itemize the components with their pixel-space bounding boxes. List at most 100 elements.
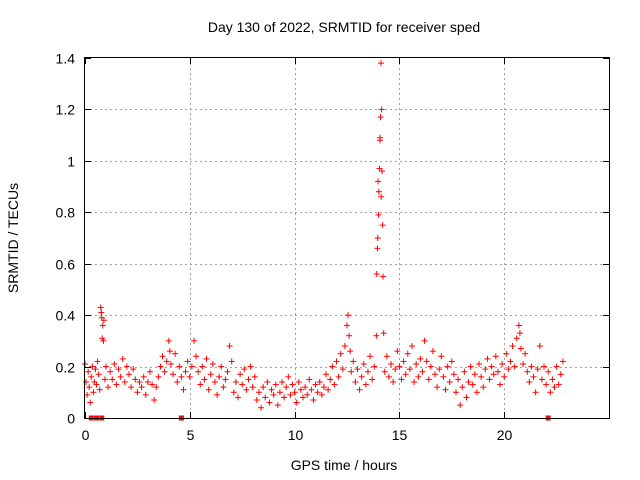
- data-point: [123, 363, 130, 370]
- data-point: [432, 371, 439, 378]
- data-point: [107, 368, 114, 375]
- data-point: [274, 402, 281, 409]
- data-point: [396, 363, 403, 370]
- data-point: [339, 366, 346, 373]
- data-point: [358, 373, 365, 380]
- data-point: [302, 384, 309, 391]
- data-point: [146, 368, 153, 375]
- data-point: [473, 389, 480, 396]
- data-point: [186, 373, 193, 380]
- data-point: [375, 178, 382, 185]
- data-point: [100, 317, 107, 324]
- data-point: [543, 381, 550, 388]
- data-point: [344, 322, 350, 329]
- data-point: [350, 358, 357, 365]
- data-point: [149, 381, 156, 388]
- data-point: [379, 222, 386, 229]
- data-point: [245, 376, 252, 383]
- data-point: [367, 353, 374, 360]
- data-point: [255, 389, 262, 396]
- data-point: [406, 366, 413, 373]
- data-point: [376, 165, 383, 172]
- data-point: [140, 373, 147, 380]
- data-point: [188, 363, 195, 370]
- data-point: [293, 399, 300, 406]
- data-point: [180, 386, 187, 393]
- data-point: [557, 371, 564, 378]
- data-point: [505, 366, 512, 373]
- data-point: [381, 368, 388, 375]
- data-point: [415, 373, 422, 380]
- axis-ticks: 0 5 10 15 20 0 0.2 0.4 0.6 0.8 1 1.2 1.4: [56, 51, 609, 443]
- data-point: [347, 348, 354, 355]
- data-point: [163, 358, 170, 365]
- data-point: [102, 363, 109, 370]
- data-point: [452, 389, 459, 396]
- data-point: [253, 397, 260, 403]
- grid: [85, 58, 609, 418]
- data-point: [446, 379, 453, 385]
- data-point: [167, 361, 174, 367]
- data-point: [377, 114, 384, 121]
- data-point: [176, 363, 183, 370]
- data-point: [83, 379, 90, 385]
- data-point: [528, 363, 535, 370]
- data-point: [377, 60, 384, 67]
- data-point: [211, 379, 218, 385]
- data-point: [87, 399, 94, 406]
- y-tick-label: 1.4: [56, 51, 76, 67]
- data-point: [471, 371, 478, 378]
- data-point: [86, 384, 93, 391]
- data-point: [323, 371, 330, 378]
- data-point: [411, 379, 418, 385]
- data-point: [312, 381, 319, 388]
- data-point: [459, 384, 466, 391]
- data-point: [172, 350, 179, 357]
- data-point: [281, 394, 288, 401]
- data-point: [478, 373, 485, 380]
- x-tick-label: 5: [187, 427, 195, 443]
- data-point: [423, 358, 430, 365]
- x-tick-label: 0: [82, 427, 90, 443]
- data-point: [285, 373, 292, 380]
- data-point: [117, 373, 124, 380]
- data-point: [532, 389, 539, 396]
- data-point: [369, 376, 376, 383]
- data-point: [392, 366, 399, 373]
- data-point: [266, 399, 273, 406]
- data-point: [400, 358, 407, 365]
- data-point: [461, 368, 468, 375]
- data-point: [157, 363, 164, 370]
- data-point: [153, 384, 160, 391]
- data-point: [520, 361, 527, 367]
- data-point: [465, 379, 472, 385]
- data-point: [398, 376, 405, 383]
- data-point: [427, 363, 434, 370]
- data-point: [333, 358, 340, 365]
- data-point: [440, 373, 447, 380]
- data-point: [362, 381, 369, 388]
- data-point: [515, 322, 522, 329]
- x-tick-label: 20: [497, 427, 513, 443]
- data-point: [402, 371, 409, 378]
- data-point: [237, 371, 244, 378]
- data-point: [559, 358, 566, 365]
- data-point: [84, 391, 91, 398]
- y-tick-label: 0.6: [56, 257, 76, 273]
- data-point: [547, 389, 554, 396]
- data-point: [99, 322, 106, 329]
- data-point: [503, 350, 510, 357]
- data-point: [159, 353, 166, 360]
- data-point: [310, 397, 317, 403]
- data-point: [96, 386, 103, 393]
- data-point: [549, 376, 556, 383]
- data-point: [203, 355, 210, 362]
- data-point: [436, 366, 443, 373]
- data-point: [99, 335, 106, 342]
- data-point: [329, 363, 336, 370]
- data-point: [511, 363, 518, 370]
- data-point: [555, 381, 562, 388]
- y-tick-label: 1.2: [56, 102, 76, 118]
- data-point: [442, 386, 449, 393]
- data-point: [345, 312, 352, 319]
